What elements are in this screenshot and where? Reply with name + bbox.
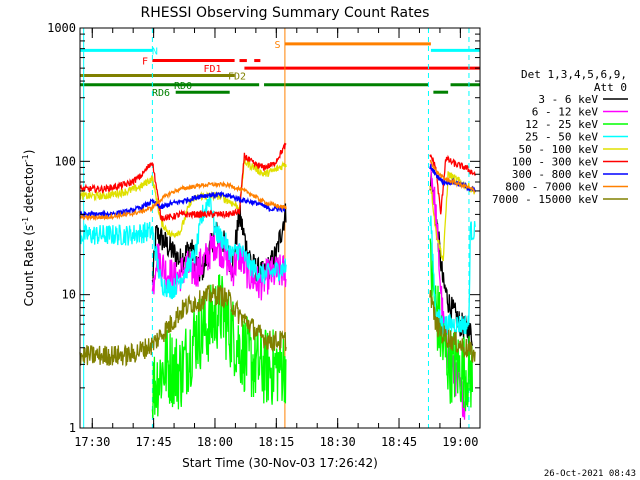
series-line <box>79 284 476 367</box>
chart-title: RHESSI Observing Summary Count Rates <box>141 5 430 21</box>
x-axis-label: Start Time (30-Nov-03 17:26:42) <box>182 456 378 470</box>
legend-entry-label: 3 - 6 keV <box>538 93 598 106</box>
x-tick-label: 17:45 <box>136 435 172 449</box>
flag-label-s: S <box>275 40 281 51</box>
legend-header: Att 0 <box>594 81 627 94</box>
legend-entry-label: 25 - 50 keV <box>525 131 598 144</box>
flag-label-rd6: RD6 <box>152 88 170 99</box>
legend-entry-label: 800 - 7000 keV <box>505 181 598 194</box>
series-line <box>79 159 476 222</box>
legend-entry-label: 100 - 300 keV <box>512 156 598 169</box>
flag-label-fd2: FD2 <box>228 72 246 83</box>
timestamp: 26-Oct-2021 08:43 <box>544 469 636 479</box>
legend-entry-label: 7000 - 15000 keV <box>492 193 598 206</box>
flag-label-fd1: FD1 <box>203 64 221 75</box>
legend-entry-label: 6 - 12 keV <box>532 106 599 119</box>
flag-label-rd0: RD0 <box>174 81 192 92</box>
y-tick-label: 100 <box>54 154 76 168</box>
x-tick-label: 19:00 <box>442 435 478 449</box>
legend-entry-label: 50 - 100 keV <box>519 143 599 156</box>
y-tick-label: 10 <box>62 288 76 302</box>
x-tick-label: 17:30 <box>74 435 110 449</box>
plot-frame <box>79 27 481 429</box>
x-tick-label: 18:00 <box>197 435 233 449</box>
y-axis-label: Count Rate (s-1 detector-1) <box>21 150 36 307</box>
x-tick-label: 18:45 <box>381 435 417 449</box>
x-tick-label: 18:15 <box>258 435 294 449</box>
legend-entry-label: 300 - 800 keV <box>512 168 598 181</box>
x-tick-label: 18:30 <box>320 435 356 449</box>
y-tick-label: 1000 <box>47 21 76 35</box>
series-line <box>79 142 476 222</box>
series-line <box>79 194 476 335</box>
flag-label-f: F <box>142 57 148 68</box>
legend-header: Det 1,3,4,5,6,9, <box>521 68 627 81</box>
y-tick-label: 1 <box>69 421 76 435</box>
flag-label-n: N <box>152 46 158 57</box>
legend-entry-label: 12 - 25 keV <box>525 118 598 131</box>
